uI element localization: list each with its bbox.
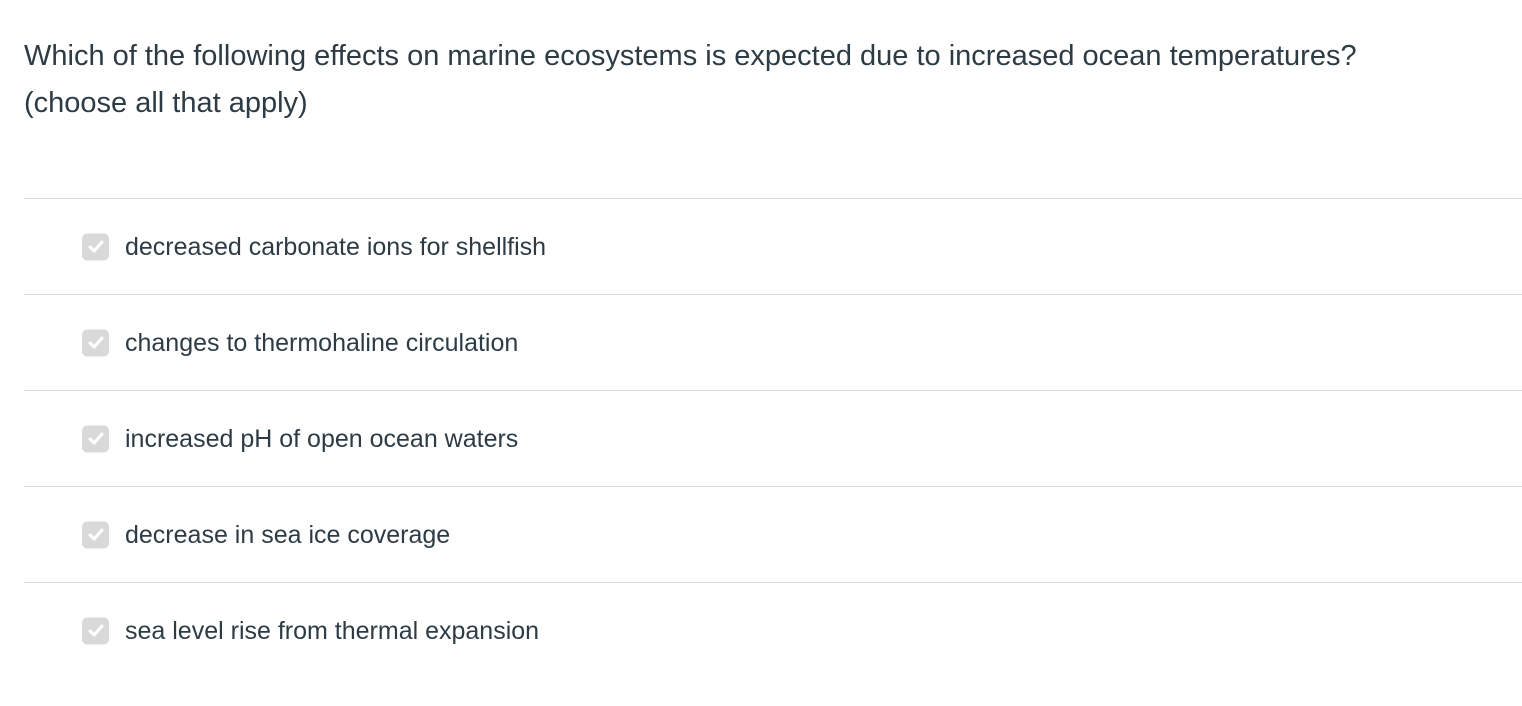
- answer-label: sea level rise from thermal expansion: [125, 616, 540, 645]
- answer-checkbox[interactable]: [82, 329, 109, 356]
- answer-checkbox[interactable]: [82, 233, 109, 260]
- answer-label: decreased carbonate ions for shellfish: [125, 232, 547, 261]
- answer-option[interactable]: decrease in sea ice coverage: [24, 486, 1522, 582]
- checkmark-icon: [88, 624, 103, 637]
- checkmark-icon: [88, 240, 103, 253]
- answer-label: decrease in sea ice coverage: [125, 520, 451, 549]
- answer-option[interactable]: decreased carbonate ions for shellfish: [24, 198, 1522, 294]
- checkmark-icon: [88, 432, 103, 445]
- question-text: Which of the following effects on marine…: [24, 33, 1504, 127]
- answer-label: changes to thermohaline circulation: [125, 328, 519, 357]
- answer-checkbox[interactable]: [82, 617, 109, 644]
- answer-option[interactable]: changes to thermohaline circulation: [24, 294, 1522, 390]
- answer-checkbox[interactable]: [82, 425, 109, 452]
- answer-label: increased pH of open ocean waters: [125, 424, 519, 453]
- answer-list: decreased carbonate ions for shellfish c…: [24, 198, 1522, 678]
- question-line-2: (choose all that apply): [24, 87, 308, 119]
- answer-checkbox[interactable]: [82, 521, 109, 548]
- checkmark-icon: [88, 528, 103, 541]
- question-line-1: Which of the following effects on marine…: [24, 40, 1357, 72]
- answer-option[interactable]: sea level rise from thermal expansion: [24, 582, 1522, 678]
- checkmark-icon: [88, 336, 103, 349]
- answer-option[interactable]: increased pH of open ocean waters: [24, 390, 1522, 486]
